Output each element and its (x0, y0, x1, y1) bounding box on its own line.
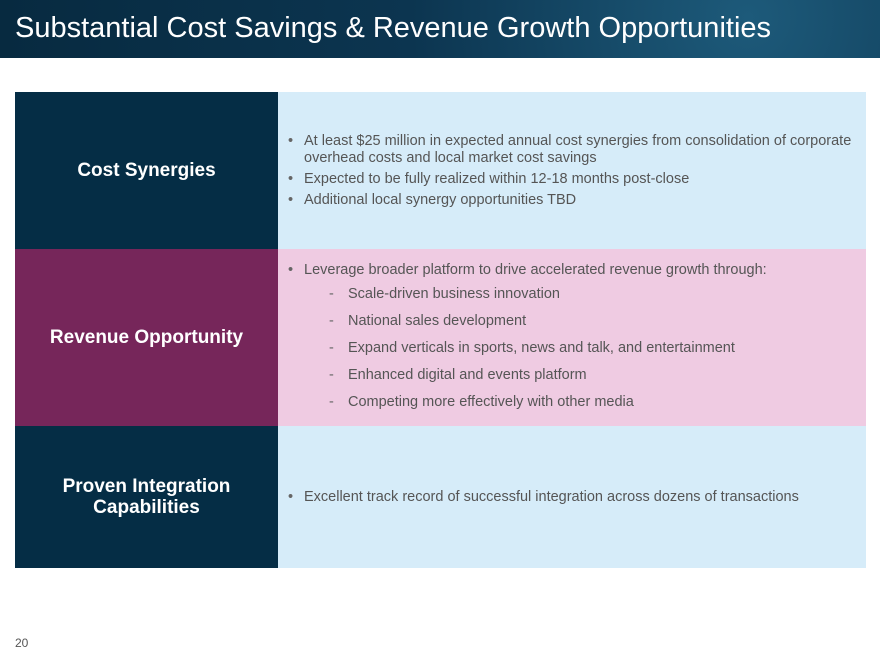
table-row: Cost Synergies At least $25 million in ex… (15, 92, 866, 249)
row-label: Proven Integration Capabilities (15, 426, 278, 568)
sub-bullet: National sales development (288, 312, 856, 330)
bullet: Additional local synergy opportunities T… (288, 192, 856, 209)
sub-bullet: Competing more effectively with other me… (288, 393, 856, 411)
bullet: Excellent track record of successful int… (288, 489, 856, 506)
bullet: Expected to be fully realized within 12-… (288, 171, 856, 188)
row-body: At least $25 million in expected annual … (278, 92, 866, 249)
row-body: Excellent track record of successful int… (278, 426, 866, 568)
table: Cost Synergies At least $25 million in ex… (15, 92, 866, 568)
sub-bullet: Enhanced digital and events platform (288, 366, 856, 384)
table-row: Proven Integration Capabilities Excellent… (15, 426, 866, 568)
sub-bullet: Scale-driven business innovation (288, 285, 856, 303)
sub-bullet: Expand verticals in sports, news and tal… (288, 339, 856, 357)
page-number: 20 (15, 636, 29, 650)
title: Substantial Cost Savings & Revenue Growt… (15, 12, 772, 44)
table-row: Revenue Opportunity Leverage broader plat… (15, 249, 866, 426)
row-label: Cost Synergies (15, 92, 278, 249)
header: Substantial Cost Savings & Revenue Growt… (0, 0, 880, 58)
row-body: Leverage broader platform to drive accel… (278, 249, 866, 426)
bullet: Leverage broader platform to drive accel… (288, 262, 856, 279)
row-label: Revenue Opportunity (15, 249, 278, 426)
bullet: At least $25 million in expected annual … (288, 133, 856, 167)
